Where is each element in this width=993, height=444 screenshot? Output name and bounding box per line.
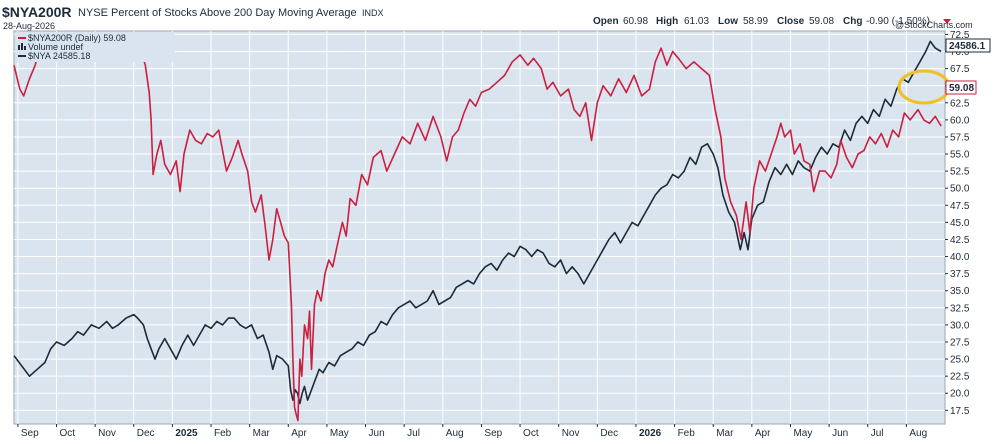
close-label: Close [777,16,805,27]
y-tick-label: 67.5 [950,64,970,75]
down-arrow-icon [943,19,951,24]
x-tick-label: Oct [59,428,75,439]
date-label: 28-Aug-2026 [3,21,55,31]
y-tick-label: 20.0 [950,389,970,400]
y-tick-label: 52.5 [950,167,970,178]
y-tick-label: 47.5 [950,201,970,212]
price-tag-nya: 24586.1 [945,38,991,53]
y-axis: 17.5 20.0 22.5 25.0 27.5 30.0 32.5 35.0 37.5 40.0… [945,30,970,417]
series-layer [13,33,942,422]
x-axis: Sep Oct Nov Dec 2025 Feb Mar Apr May Jun Jul Aug Sep… [17,424,927,439]
x-tick-label: Jun [369,428,385,439]
legend-label-nya: $NYA 24585.18 [28,51,90,61]
legend-item-nya: $NYA 24585.18 [18,51,90,61]
y-tick-label: 40.0 [950,252,970,263]
ohlc-readout: Open 60.98 High 61.03 Low 58.99 Close 59… [593,16,951,27]
y-tick-label: 45.0 [950,218,970,229]
y-tick-label: 60.0 [950,115,970,126]
low-label: Low [718,16,738,27]
watermark: @StockCharts.com [895,20,973,30]
x-tick-label: May [793,428,812,439]
plot-panel [13,30,946,425]
y-tick-label: 22.5 [950,372,970,383]
x-tick-label: Feb [214,428,232,439]
x-tick-label: 2026 [639,428,662,439]
x-tick-label: Mar [716,428,734,439]
x-tick-label: 2025 [175,428,198,439]
y-tick-label: 50.0 [950,184,970,195]
price-tag-nya200r-value: 59.08 [949,83,974,94]
description-label: NYSE Percent of Stocks Above 200 Day Mov… [78,7,357,19]
y-tick-label: 17.5 [950,406,970,417]
x-tick-label: Apr [755,428,771,439]
legend-label-nya200r: $NYA200R (Daily) 59.08 [28,33,126,43]
chart-header: $NYA200R NYSE Percent of Stocks Above 20… [2,4,973,31]
x-tick-label: Sep [484,428,502,439]
legend-item-volume: Volume undef [18,42,84,52]
y-tick-label: 57.5 [950,132,970,143]
x-tick-label: Jun [832,428,848,439]
high-label: High [656,16,678,27]
close-value: 59.08 [809,16,834,27]
legend-background [15,32,175,62]
x-tick-label: Jul [407,428,420,439]
x-tick-label: Aug [446,428,464,439]
grid-lines [14,31,945,424]
x-tick-label: Sep [21,428,39,439]
x-tick-label: Feb [678,428,696,439]
x-tick-label: Apr [291,428,307,439]
price-tag-nya-value: 24586.1 [949,41,986,52]
chg-value: -0.90 (-1.50%) [866,16,930,27]
exchange-label: INDX [362,8,384,18]
y-tick-label: 25.0 [950,355,970,366]
open-value: 60.98 [623,16,648,27]
x-tick-label: Dec [137,428,155,439]
series-line-nya [13,40,942,405]
x-tick-label: Dec [600,428,618,439]
x-tick-label: Mar [253,428,271,439]
series-line-nya200r [13,33,942,422]
y-tick-label: 27.5 [950,337,970,348]
x-tick-label: Nov [562,428,580,439]
open-label: Open [593,16,619,27]
low-value: 58.99 [743,16,768,27]
legend: $NYA200R (Daily) 59.08 Volume undef $NYA… [15,32,175,62]
y-tick-label: 70.0 [950,47,970,58]
y-tick-label: 42.5 [950,235,970,246]
legend-item-nya200r: $NYA200R (Daily) 59.08 [18,33,126,43]
price-tag-nya200r: 59.08 [945,80,977,95]
y-tick-label: 72.5 [950,30,970,41]
symbol-label: $NYA200R [2,4,72,20]
y-tick-label: 55.0 [950,150,970,161]
y-tick-label: 35.0 [950,286,970,297]
x-tick-label: Oct [523,428,539,439]
legend-label-volume: Volume undef [28,42,84,52]
x-tick-label: Jul [871,428,884,439]
x-tick-label: Aug [909,428,927,439]
x-tick-label: May [330,428,349,439]
y-tick-label: 37.5 [950,269,970,280]
high-value: 61.03 [684,16,709,27]
chg-label: Chg [843,16,862,27]
y-tick-label: 32.5 [950,303,970,314]
y-tick-label: 62.5 [950,98,970,109]
y-tick-label: 30.0 [950,320,970,331]
x-tick-label: Nov [98,428,116,439]
volume-bars-icon [18,43,26,50]
